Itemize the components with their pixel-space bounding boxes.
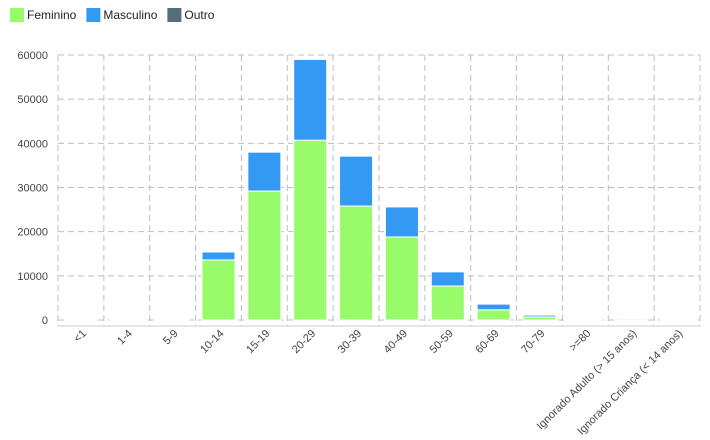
x-tick-label: 40-49 <box>382 328 410 356</box>
x-tick-label: 60-69 <box>473 328 501 356</box>
y-tick-label: 30000 <box>17 183 48 195</box>
x-tick-label: 70-79 <box>519 328 547 356</box>
x-tick-label: 20-29 <box>290 328 318 356</box>
legend-item[interactable]: Feminino <box>10 8 77 22</box>
bar-segment <box>247 190 282 321</box>
x-tick-label: 1-4 <box>115 328 135 348</box>
bar-segment <box>384 236 419 321</box>
legend-label: Feminino <box>27 8 77 22</box>
x-tick-label: 50-59 <box>428 328 456 356</box>
bar-segment <box>339 205 374 321</box>
y-tick-label: 0 <box>42 315 48 327</box>
x-tick-label: 15-19 <box>244 328 272 356</box>
x-tick-label: 5-9 <box>161 328 181 348</box>
legend-item[interactable]: Outro <box>167 8 215 22</box>
bar-segment <box>247 151 282 192</box>
legend-label: Masculino <box>103 8 157 22</box>
bar-segment <box>201 251 236 261</box>
legend-swatch <box>86 8 101 22</box>
bar-segment <box>430 285 465 321</box>
bar-segment <box>339 155 374 207</box>
legend-label: Outro <box>184 8 214 22</box>
legend-swatch <box>10 8 24 22</box>
x-tick-label: 30-39 <box>336 328 364 356</box>
bar-segment <box>384 206 419 238</box>
bar-segment <box>430 271 465 287</box>
legend-item[interactable]: Masculino <box>86 8 158 22</box>
x-tick-label: <1 <box>72 328 89 345</box>
legend-swatch <box>167 8 182 22</box>
y-tick-label: 20000 <box>17 227 48 239</box>
bar-segment <box>293 139 328 321</box>
bar-segment <box>522 314 557 318</box>
y-tick-label: 50000 <box>17 94 48 106</box>
x-tick-label: >=80 <box>567 328 593 354</box>
bar-segment <box>476 309 511 321</box>
y-tick-label: 40000 <box>17 138 48 150</box>
y-tick-label: 60000 <box>17 50 48 62</box>
bar-segment <box>201 259 236 321</box>
x-tick-label: 10-14 <box>198 328 226 356</box>
y-tick-label: 10000 <box>17 271 48 283</box>
bar-segment <box>476 303 511 311</box>
bar-segment <box>293 58 328 141</box>
